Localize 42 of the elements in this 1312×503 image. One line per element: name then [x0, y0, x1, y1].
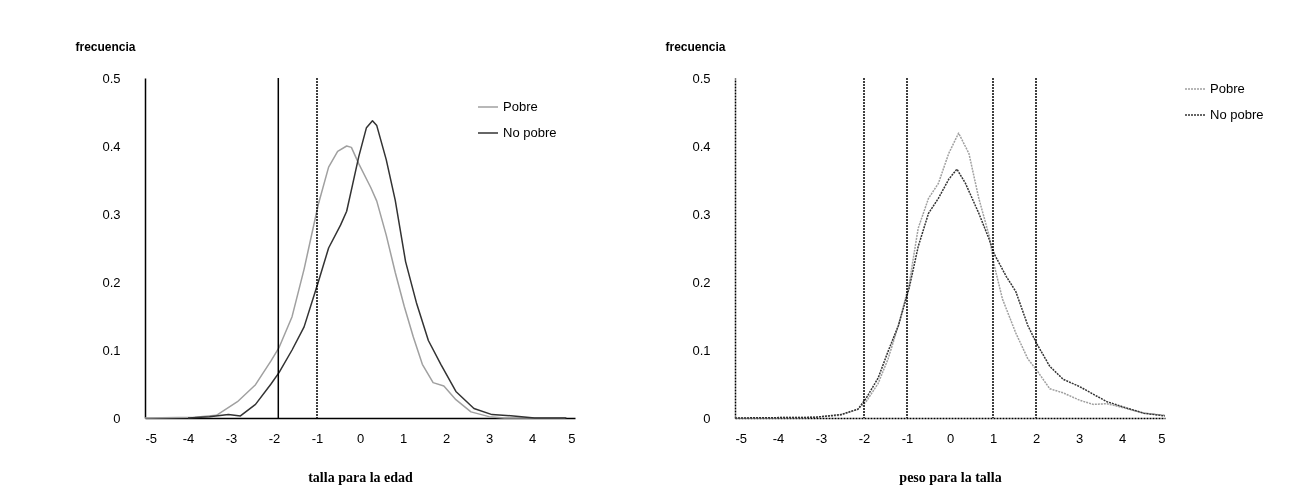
x-tick-label: 1	[399, 430, 408, 446]
x-tick-label: -2	[268, 430, 281, 446]
legend-label: Pobre	[503, 99, 538, 114]
y-tick-label: 0.5	[692, 70, 711, 86]
y-tick-label: 0.2	[102, 274, 121, 290]
x-tick-label: -2	[858, 430, 871, 446]
x-tick-label: -3	[815, 430, 828, 446]
x-tick-label: 3	[485, 430, 494, 446]
y-axis-title: frecuencia	[665, 39, 726, 54]
y-tick-label: 0.2	[692, 274, 711, 290]
y-tick-label: 0.1	[102, 342, 121, 358]
y-tick-label: 0	[113, 410, 121, 426]
legend-label: Pobre	[1210, 81, 1245, 96]
x-tick-label: 4	[1118, 430, 1127, 446]
x-axis-title: talla para la edad	[308, 469, 414, 485]
legend-label: No pobre	[1210, 107, 1264, 122]
x-tick-label: -3	[225, 430, 238, 446]
x-tick-label: -5	[735, 430, 748, 446]
x-tick-label: -4	[772, 430, 785, 446]
x-tick-label: 5	[568, 430, 576, 446]
x-tick-label: 2	[1032, 430, 1041, 446]
x-tick-label: 0	[946, 430, 955, 446]
x-tick-label: 2	[442, 430, 451, 446]
x-tick-label: 3	[1075, 430, 1084, 446]
legend-label: No pobre	[503, 125, 557, 140]
y-tick-label: 0	[703, 410, 711, 426]
x-tick-label: 0	[356, 430, 365, 446]
x-tick-label: -1	[311, 430, 324, 446]
x-tick-label: 1	[989, 430, 998, 446]
x-tick-label: -4	[182, 430, 195, 446]
x-tick-label: 5	[1158, 430, 1166, 446]
x-tick-label: -1	[901, 430, 914, 446]
y-tick-label: 0.5	[102, 70, 121, 86]
y-tick-label: 0.4	[692, 138, 711, 154]
y-tick-label: 0.1	[692, 342, 711, 358]
y-tick-label: 0.3	[692, 206, 711, 222]
y-axis-title: frecuencia	[75, 39, 136, 54]
x-tick-label: -5	[145, 430, 158, 446]
y-tick-label: 0.3	[102, 206, 121, 222]
y-tick-label: 0.4	[102, 138, 121, 154]
x-axis-title: peso para la talla	[899, 469, 1002, 485]
x-tick-label: 4	[528, 430, 537, 446]
